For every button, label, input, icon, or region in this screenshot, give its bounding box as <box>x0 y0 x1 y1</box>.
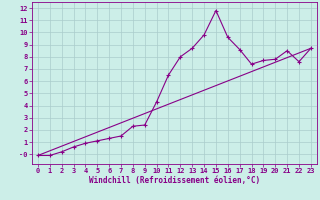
X-axis label: Windchill (Refroidissement éolien,°C): Windchill (Refroidissement éolien,°C) <box>89 176 260 185</box>
